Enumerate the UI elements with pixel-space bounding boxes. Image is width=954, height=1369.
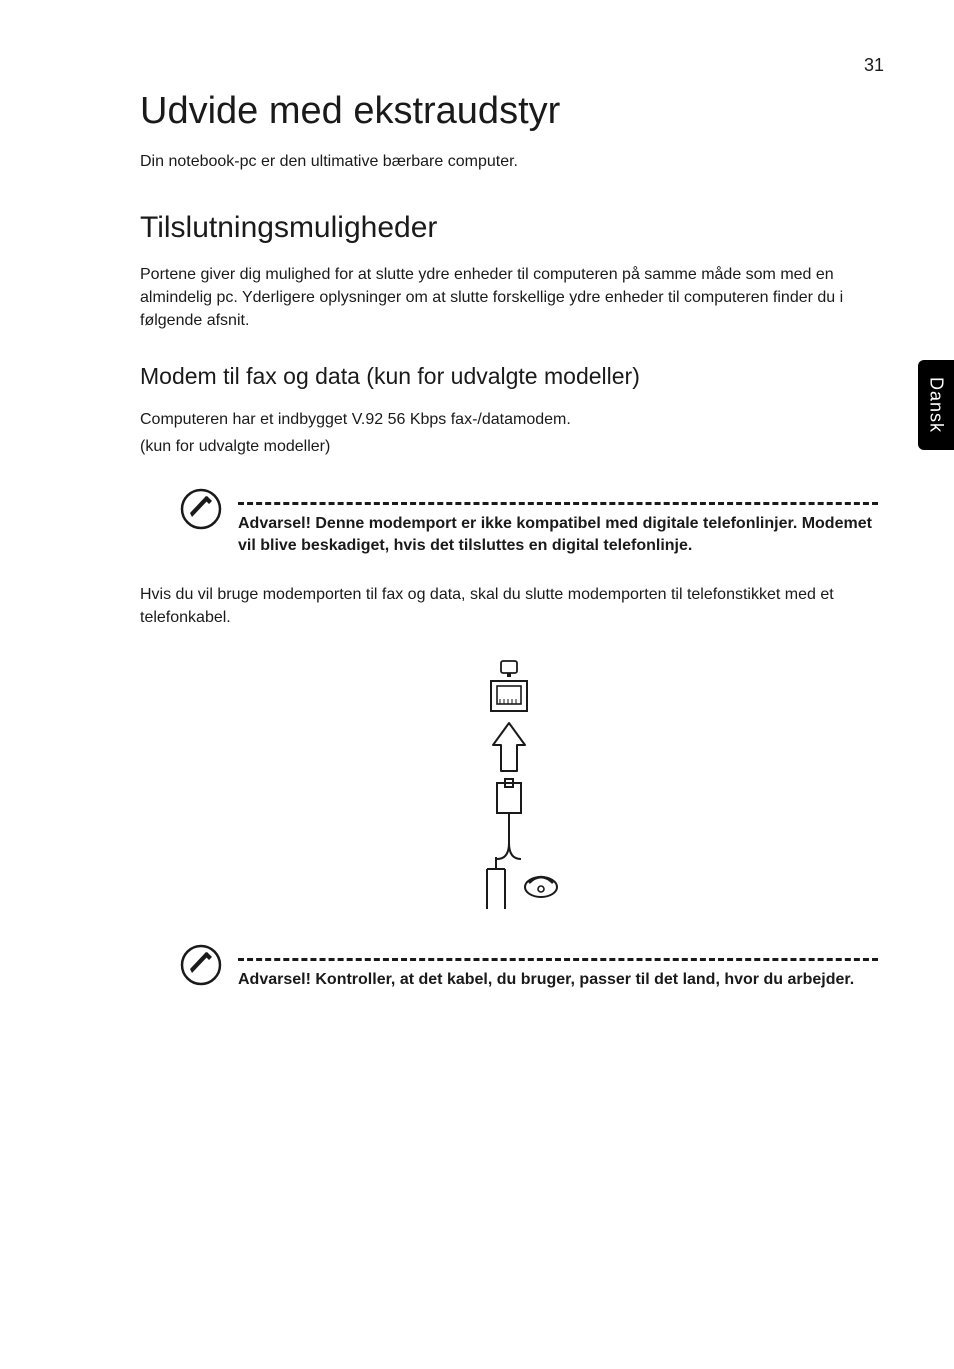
warning-block-1: Advarsel! Denne modemport er ikke kompat… [140,488,878,558]
language-tab: Dansk [918,360,954,450]
warning-block-2: Advarsel! Kontroller, at det kabel, du b… [140,944,878,991]
modem-diagram [140,659,878,919]
warning-icon [180,944,222,986]
intro-text: Din notebook-pc er den ultimative bærbar… [140,153,878,171]
language-tab-text: Dansk [926,377,947,433]
section-title: Tilslutningsmuligheder [140,211,878,245]
sub-section-title: Modem til fax og data (kun for udvalgte … [140,363,878,390]
page-content: Udvide med ekstraudstyr Din notebook-pc … [0,0,954,991]
warning-icon [180,488,222,530]
page-number: 31 [864,55,884,76]
sub-body-line-1: Computeren har et indbygget V.92 56 Kbps… [140,408,878,431]
section-body: Portene giver dig mulighed for at slutte… [140,263,878,333]
warning-text-2: Advarsel! Kontroller, at det kabel, du b… [238,969,878,991]
dash-divider [238,958,878,961]
usage-text: Hvis du vil bruge modemporten til fax og… [140,583,878,629]
page-title: Udvide med ekstraudstyr [140,90,878,133]
sub-body-line-2: (kun for udvalgte modeller) [140,435,878,458]
warning-text-1: Advarsel! Denne modemport er ikke kompat… [238,513,878,558]
dash-divider [238,502,878,505]
